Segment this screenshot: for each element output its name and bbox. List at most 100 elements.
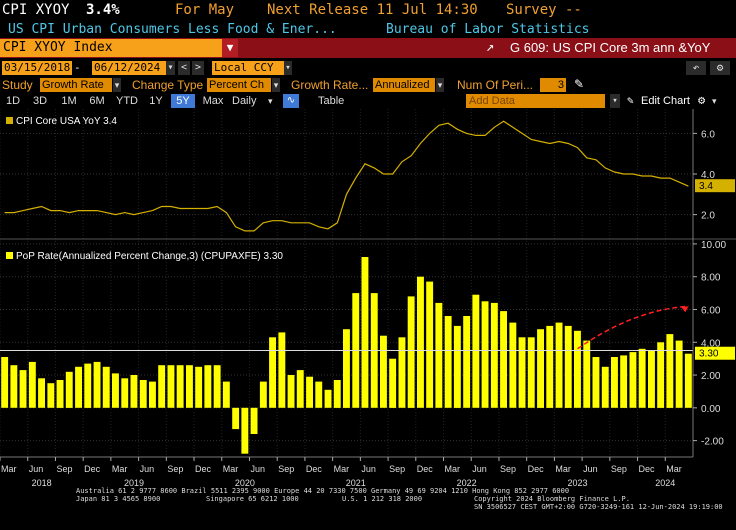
line-chart-icon[interactable]: ∿ xyxy=(283,94,299,108)
lower-tick-label: -2.00 xyxy=(701,437,724,448)
settings-dropdown-icon[interactable]: ▾ xyxy=(712,96,717,106)
x-month-label: Mar xyxy=(223,464,239,474)
pop-rate-bar xyxy=(574,330,581,408)
undo-icon[interactable]: ↶ xyxy=(686,61,706,75)
range-1y[interactable]: 1Y xyxy=(149,95,163,107)
periodicity-dropdown-icon[interactable]: ▾ xyxy=(268,96,273,106)
pop-rate-bar xyxy=(666,334,674,408)
upper-tick-label: 6.0 xyxy=(701,129,715,140)
lower-tick-label: 4.00 xyxy=(701,338,721,349)
periodicity-select[interactable]: Daily xyxy=(232,95,257,107)
x-month-label: Dec xyxy=(84,464,101,474)
table-button[interactable]: Table xyxy=(318,95,345,107)
pop-rate-bar xyxy=(306,376,313,408)
x-month-label: Jun xyxy=(361,464,376,474)
lower-tick-label: 8.00 xyxy=(701,273,721,284)
pop-rate-bar xyxy=(361,257,369,408)
pop-rate-bar xyxy=(629,352,637,408)
calendar-icon[interactable]: ▾ xyxy=(166,61,175,75)
pop-rate-bar xyxy=(435,302,443,408)
pop-rate-bar xyxy=(28,361,36,408)
add-data-input[interactable]: Add Data xyxy=(466,94,605,108)
settings-icon[interactable]: ⚙ xyxy=(710,61,730,75)
footer-us: U.S. 1 212 318 2000 xyxy=(342,495,423,503)
num-periods-input[interactable]: 3 xyxy=(540,78,566,92)
description-row: US CPI Urban Consumers Less Food & Ener.… xyxy=(0,21,736,38)
security-input[interactable]: CPI XYOY Index xyxy=(0,39,223,57)
range-6m[interactable]: 6M xyxy=(89,95,105,107)
pop-rate-bar xyxy=(278,332,286,408)
filter-icon[interactable]: ▼ xyxy=(222,39,238,57)
x-year-label: 2019 xyxy=(124,478,144,488)
footer-singapore: Singapore 65 6212 1000 xyxy=(206,495,299,503)
prev-icon[interactable]: < xyxy=(178,61,190,75)
footer-copyright: Copyright 2024 Bloomberg Finance L.P. xyxy=(474,495,630,503)
edit-pencil-icon[interactable]: ✎ xyxy=(627,94,634,107)
pop-rate-bar xyxy=(426,281,434,408)
settings-icon-small[interactable]: ⚙ xyxy=(698,93,706,107)
next-icon[interactable]: > xyxy=(192,61,204,75)
pop-rate-bar xyxy=(343,329,350,408)
pop-rate-bar xyxy=(611,357,618,408)
x-month-label: Dec xyxy=(417,464,434,474)
study-dropdown-icon[interactable]: ▾ xyxy=(113,78,121,92)
x-month-label: Sep xyxy=(389,464,405,474)
pop-rate-bar xyxy=(638,348,646,408)
study-select[interactable]: Growth Rate xyxy=(40,78,112,92)
data-source: Bureau of Labor Statistics xyxy=(386,22,590,37)
pop-rate-bar xyxy=(56,380,64,408)
growth-rate-dropdown-icon[interactable]: ▾ xyxy=(436,78,444,92)
for-period: For May xyxy=(175,2,235,18)
currency-select[interactable]: Local CCY xyxy=(212,61,284,75)
pop-rate-bar xyxy=(149,381,156,408)
export-icon[interactable]: ↗ xyxy=(486,39,495,55)
pop-rate-bar xyxy=(269,337,276,408)
end-date-input[interactable]: 06/12/2024 xyxy=(92,61,166,75)
range-5y[interactable]: 5Y xyxy=(171,94,195,108)
pop-rate-bar xyxy=(65,371,73,408)
pop-rate-bar xyxy=(130,375,138,408)
lower-last-value-box xyxy=(695,346,735,360)
range-1m[interactable]: 1M xyxy=(61,95,77,107)
upper-legend-swatch xyxy=(6,117,13,124)
core-cpi-line xyxy=(4,120,689,232)
range-ytd[interactable]: YTD xyxy=(116,95,138,107)
start-date-input[interactable]: 03/15/2018 xyxy=(2,61,72,75)
lower-tick-label: 2.00 xyxy=(701,371,721,382)
x-month-label: Sep xyxy=(56,464,72,474)
add-data-dropdown-icon[interactable]: ▾ xyxy=(610,94,620,108)
range-1d[interactable]: 1D xyxy=(5,95,21,107)
pop-rate-bar xyxy=(195,366,203,408)
ticker-label: CPI XYOY xyxy=(2,2,70,18)
chart-title: G 609: US CPI Core 3m ann &YoY xyxy=(510,40,711,55)
range-max[interactable]: Max xyxy=(202,95,224,107)
x-month-label: Dec xyxy=(195,464,212,474)
pop-rate-bar xyxy=(93,361,101,408)
pop-rate-bar xyxy=(84,363,92,408)
pop-rate-bar xyxy=(259,381,267,408)
growth-rate-label: Growth Rate... xyxy=(291,78,369,92)
range-toolbar: 1D 3D 1M 6M YTD 1Y 5Y Max Daily ▾ ∿ Tabl… xyxy=(0,93,736,109)
pop-rate-bar xyxy=(648,350,655,408)
change-type-dropdown-icon[interactable]: ▾ xyxy=(272,78,280,92)
upper-legend: CPI Core USA YoY 3.4 xyxy=(6,116,117,127)
range-3d[interactable]: 3D xyxy=(32,95,48,107)
x-month-label: Jun xyxy=(140,464,155,474)
pop-rate-bar xyxy=(657,342,665,408)
x-year-label: 2022 xyxy=(457,478,477,488)
lower-last-value-label: 3.30 xyxy=(699,349,719,360)
pop-rate-bar xyxy=(481,301,489,408)
x-month-label: Dec xyxy=(639,464,656,474)
date-controls: 03/15/2018 - 06/12/2024 ▾ < > Local CCY … xyxy=(0,59,736,77)
pop-rate-bar xyxy=(296,370,304,408)
pop-rate-bar xyxy=(333,380,341,408)
security-bar: CPI XYOY Index ▼ ↗ G 609: US CPI Core 3m… xyxy=(0,38,736,58)
pop-rate-bar xyxy=(417,276,424,408)
change-type-select[interactable]: Percent Ch xyxy=(207,78,271,92)
currency-dropdown-icon[interactable]: ▾ xyxy=(284,61,292,75)
pop-rate-bar xyxy=(10,365,18,408)
growth-rate-select[interactable]: Annualized xyxy=(373,78,435,92)
pop-rate-bar xyxy=(75,366,82,408)
edit-chart-button[interactable]: Edit Chart xyxy=(641,95,690,107)
pencil-icon[interactable]: ✎ xyxy=(574,77,585,91)
